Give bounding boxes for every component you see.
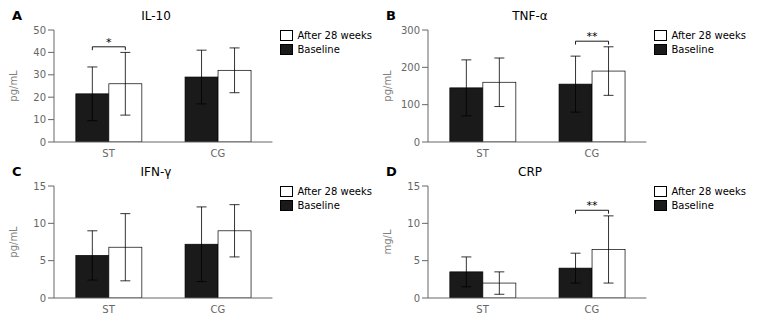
html-text:CRP: CRP [518, 165, 542, 179]
svg-text:10: 10 [407, 218, 420, 229]
svg-text:300: 300 [401, 25, 420, 36]
html-text:After 28 weeks: After 28 weeks [671, 186, 746, 197]
html-text:Baseline: Baseline [671, 44, 714, 55]
html-text:A: A [12, 8, 23, 23]
svg-text:pg/mL: pg/mL [8, 70, 19, 102]
html-text:Baseline: Baseline [297, 200, 340, 211]
svg-text:CG: CG [584, 148, 599, 159]
svg-text:0: 0 [414, 293, 420, 304]
html-text:After 28 weeks: After 28 weeks [671, 30, 746, 41]
svg-text:ST: ST [102, 148, 115, 159]
svg-text:CG: CG [584, 304, 599, 315]
svg-text:100: 100 [401, 99, 420, 110]
svg-text:mg/L: mg/L [382, 229, 393, 254]
html-text:IL-10: IL-10 [141, 9, 171, 23]
svg-text:20: 20 [33, 92, 46, 103]
svg-text:50: 50 [33, 25, 46, 36]
html-text:Baseline: Baseline [297, 44, 340, 55]
svg-text:40: 40 [33, 47, 46, 58]
svg-text:ST: ST [476, 304, 489, 315]
html-text:C: C [12, 164, 22, 179]
html-text:After 28 weeks: After 28 weeks [297, 186, 372, 197]
svg-text:5: 5 [414, 255, 420, 266]
svg-text:15: 15 [33, 181, 46, 192]
svg-text:30: 30 [33, 69, 46, 80]
html-text:D: D [386, 164, 397, 179]
svg-text:pg/mL: pg/mL [8, 226, 19, 258]
svg-text:pg/mL: pg/mL [382, 70, 393, 102]
svg-text:10: 10 [33, 114, 46, 125]
html-text:IFN-γ: IFN-γ [140, 165, 172, 179]
html-text:B: B [386, 8, 396, 23]
svg-text:CG: CG [210, 304, 225, 315]
svg-text:10: 10 [33, 218, 46, 229]
svg-text:**: ** [587, 199, 599, 212]
svg-text:*: * [106, 36, 112, 49]
svg-text:0: 0 [40, 137, 46, 148]
svg-text:15: 15 [407, 181, 420, 192]
svg-text:0: 0 [414, 137, 420, 148]
svg-text:0: 0 [40, 293, 46, 304]
svg-text:5: 5 [40, 255, 46, 266]
html-text:After 28 weeks: After 28 weeks [297, 30, 372, 41]
html-text:Baseline: Baseline [671, 200, 714, 211]
html-text:TNF-α: TNF-α [512, 9, 548, 23]
svg-text:ST: ST [476, 148, 489, 159]
svg-text:**: ** [587, 30, 599, 43]
svg-text:200: 200 [401, 62, 420, 73]
svg-text:CG: CG [210, 148, 225, 159]
svg-text:ST: ST [102, 304, 115, 315]
